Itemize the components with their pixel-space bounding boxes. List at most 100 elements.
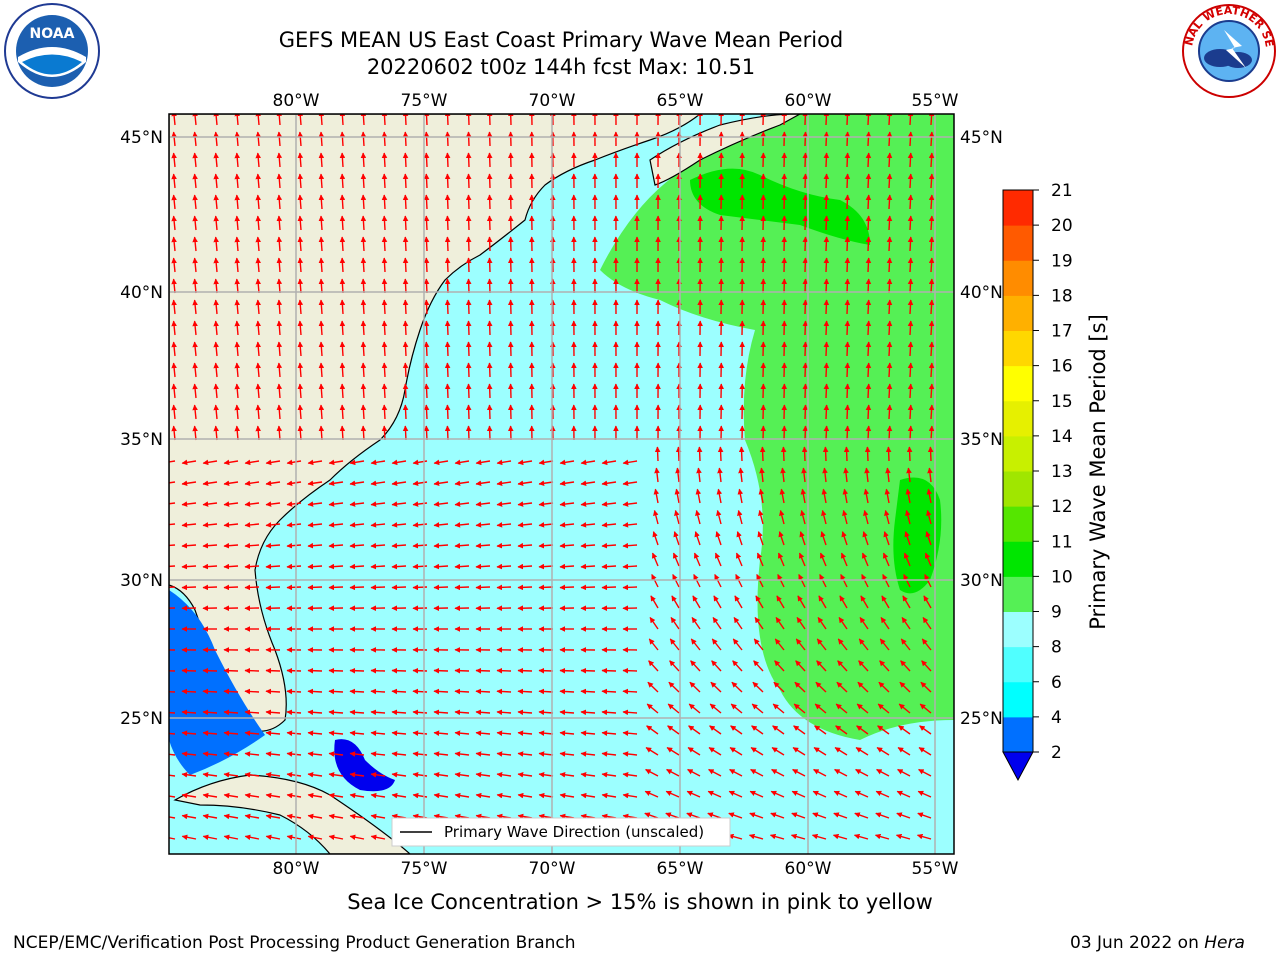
- wave-arrow: [687, 747, 701, 756]
- wave-arrow: [276, 173, 283, 189]
- wave-arrow: [844, 152, 851, 168]
- wave-arrow: [920, 681, 932, 693]
- wave-arrow: [202, 501, 218, 507]
- wave-arrow: [169, 732, 176, 735]
- wave-arrow: [486, 194, 493, 210]
- wave-arrow: [622, 522, 638, 528]
- wave-arrow: [517, 688, 533, 695]
- wave-arrow: [882, 552, 890, 567]
- wave-arrow: [234, 299, 241, 315]
- footer-date-text: 03 Jun 2022 on: [1070, 933, 1205, 953]
- wave-arrow: [423, 404, 430, 420]
- wave-arrow: [865, 236, 872, 252]
- wave-arrow: [402, 194, 409, 210]
- wave-arrow: [750, 768, 764, 777]
- wave-arrow: [907, 320, 914, 336]
- wave-arrow: [454, 751, 470, 757]
- wave-arrow: [653, 509, 659, 525]
- wave-arrow: [234, 194, 241, 210]
- wave-arrow: [265, 584, 281, 591]
- wave-arrow: [444, 114, 451, 126]
- wave-arrow: [349, 792, 365, 799]
- wave-arrow: [370, 730, 386, 736]
- wave-arrow: [192, 194, 198, 210]
- wave-arrow: [402, 320, 409, 336]
- wave-arrow: [918, 768, 932, 777]
- wave-arrow: [213, 299, 219, 315]
- wave-arrow: [171, 236, 177, 252]
- colorbar-tick-label: 12: [1051, 497, 1073, 517]
- wave-arrow: [714, 552, 722, 567]
- wave-arrow: [255, 152, 262, 168]
- wave-arrow: [402, 131, 409, 147]
- wave-arrow: [601, 480, 617, 487]
- wave-arrow: [559, 522, 575, 528]
- wave-arrow: [774, 638, 785, 651]
- wave-arrow: [244, 813, 260, 820]
- wave-arrow: [874, 833, 890, 840]
- wave-arrow: [433, 709, 449, 716]
- wave-arrow: [286, 667, 302, 674]
- wave-arrow: [192, 425, 198, 441]
- wave-arrow: [465, 236, 472, 252]
- wave-arrow: [646, 725, 659, 735]
- colorbar-segment: [1003, 295, 1033, 331]
- colorbar-tick-label: 21: [1051, 181, 1073, 201]
- wave-arrow: [444, 152, 451, 168]
- wave-arrow: [864, 446, 871, 462]
- colorbar-segment: [1003, 365, 1033, 402]
- wave-arrow: [517, 501, 533, 507]
- lat-tick-right-25n: 25°N: [960, 709, 1003, 729]
- wave-arrow: [813, 768, 827, 777]
- wave-arrow: [171, 278, 177, 294]
- wave-arrow: [391, 751, 407, 757]
- wave-arrow: [465, 114, 472, 126]
- wave-arrow: [856, 703, 869, 714]
- wave-arrow: [181, 501, 197, 507]
- wave-arrow: [381, 173, 388, 189]
- wave-arrow: [601, 772, 617, 778]
- wave-arrow: [928, 341, 935, 357]
- wave-arrow: [349, 459, 365, 466]
- wave-arrow: [907, 173, 914, 189]
- wave-arrow: [213, 114, 219, 126]
- wave-arrow: [307, 459, 323, 466]
- wave-arrow: [349, 542, 365, 549]
- wave-arrow: [823, 320, 830, 336]
- wave-arrow: [169, 565, 176, 568]
- wave-arrow: [694, 531, 701, 546]
- wave-arrow: [223, 501, 239, 507]
- wave-arrow: [878, 681, 890, 693]
- wave-arrow: [475, 584, 491, 591]
- wave-arrow: [486, 299, 493, 315]
- wave-arrow: [771, 768, 785, 777]
- wave-arrow: [772, 725, 785, 735]
- wave-arrow: [192, 114, 198, 126]
- wave-arrow: [202, 584, 218, 591]
- wave-arrow: [748, 833, 764, 840]
- wave-arrow: [169, 544, 176, 547]
- wave-arrow: [475, 772, 491, 778]
- wave-arrow: [559, 501, 575, 507]
- wave-arrow: [919, 703, 932, 714]
- colorbar-tick-label: 10: [1051, 567, 1073, 587]
- wave-arrow: [370, 667, 386, 674]
- wave-arrow: [391, 688, 407, 695]
- wave-arrow: [897, 768, 911, 777]
- wave-arrow: [244, 730, 260, 736]
- wave-arrow: [307, 772, 323, 778]
- wave-arrow: [823, 383, 830, 399]
- wave-arrow: [753, 660, 764, 672]
- wave-arrow: [732, 638, 743, 651]
- wave-arrow: [691, 617, 701, 630]
- wave-arrow: [865, 278, 872, 294]
- wave-arrow: [328, 501, 344, 507]
- wave-arrow: [752, 681, 764, 693]
- wave-arrow: [381, 278, 388, 294]
- wave-arrow: [486, 257, 493, 273]
- wave-arrow: [339, 194, 346, 210]
- wave-arrow: [360, 236, 367, 252]
- wave-arrow: [454, 584, 470, 591]
- wave-arrow: [171, 194, 177, 210]
- colorbar-segment: [1003, 330, 1033, 367]
